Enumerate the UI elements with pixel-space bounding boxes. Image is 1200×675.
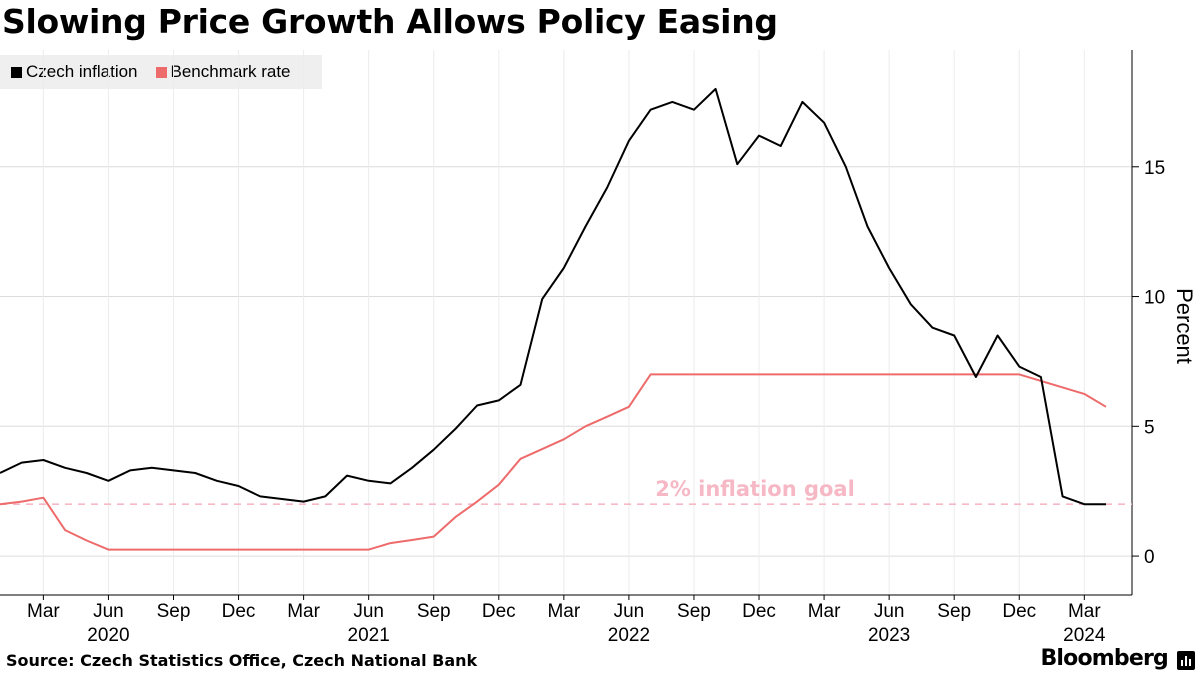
x-tick-label-14: Sep (937, 601, 971, 622)
x-year-label-2023: 2023 (868, 625, 910, 646)
legend-swatch-czech-inflation (11, 66, 22, 78)
x-tick-label-8: Mar (547, 601, 580, 622)
x-tick-label-10: Sep (677, 601, 711, 622)
x-year-label-2022: 2022 (608, 625, 650, 646)
series-line-benchmark-rate (0, 373, 1107, 551)
x-tick-label-4: Mar (287, 601, 320, 622)
x-tick-label-5: Jun (353, 601, 384, 622)
chart-title: Slowing Price Growth Allows Policy Easin… (2, 2, 778, 41)
x-tick-label-11: Dec (742, 601, 776, 622)
y-axis-label: Percent (1172, 288, 1197, 364)
x-year-label-2024: 2024 (1063, 625, 1106, 646)
x-year-label-2020: 2020 (87, 625, 129, 646)
x-tick-label-3: Dec (222, 601, 256, 622)
legend-swatch-benchmark-rate (155, 66, 167, 78)
y-tick-label-0: 0 (1144, 547, 1155, 568)
y-tick-label-5: 5 (1144, 417, 1155, 438)
x-tick-label-0: Mar (27, 601, 60, 622)
legend-item-benchmark-rate: Benchmark rate (155, 62, 291, 82)
y-tick-label-15: 15 (1144, 158, 1165, 179)
bloomberg-logo: Bloomberg (1040, 646, 1168, 671)
series-line-czech-inflation (0, 87, 1106, 506)
x-tick-label-7: Dec (482, 601, 516, 622)
x-tick-label-12: Mar (808, 601, 841, 622)
bloomberg-terminal-icon (1177, 651, 1195, 670)
source-note: Source: Czech Statistics Office, Czech N… (6, 651, 478, 670)
legend: Czech inflation Benchmark rate (0, 55, 322, 89)
x-year-label-2021: 2021 (348, 625, 390, 646)
x-tick-label-16: Mar (1068, 601, 1101, 622)
legend-label-czech-inflation: Czech inflation (26, 62, 138, 81)
x-tick-label-9: Jun (614, 601, 645, 622)
y-tick-label-10: 10 (1144, 288, 1165, 309)
legend-label-benchmark-rate: Benchmark rate (170, 62, 291, 81)
x-tick-label-2: Sep (157, 601, 191, 622)
legend-item-czech-inflation: Czech inflation (11, 62, 138, 82)
x-tick-label-1: Jun (93, 601, 124, 622)
inflation-goal-label: 2% inflation goal (655, 477, 855, 501)
x-tick-label-6: Sep (417, 601, 451, 622)
x-tick-label-15: Dec (1002, 601, 1036, 622)
x-tick-label-13: Jun (874, 601, 905, 622)
